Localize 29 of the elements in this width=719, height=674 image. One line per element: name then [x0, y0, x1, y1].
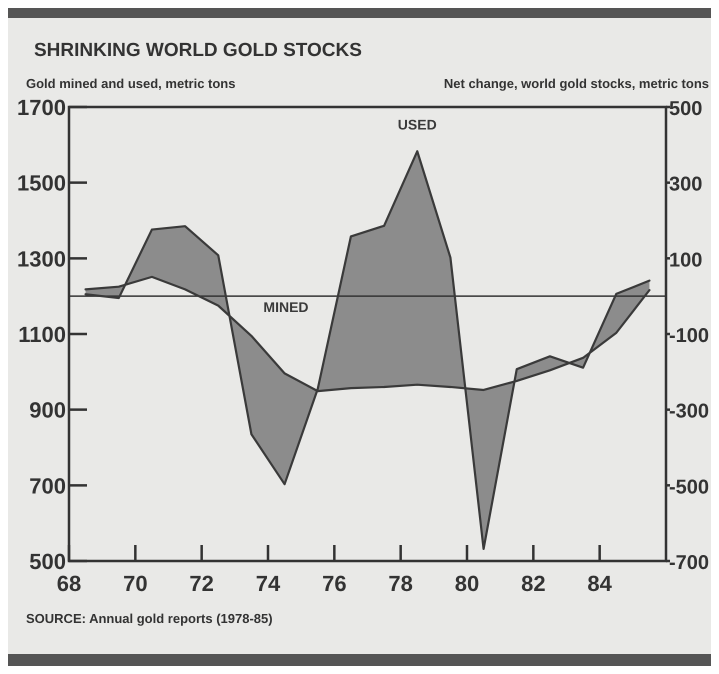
y2-tick-label: 300 [669, 174, 702, 196]
series-label: USED [398, 116, 437, 132]
source-note: SOURCE: Annual gold reports (1978-85) [26, 611, 273, 626]
y2-axis-title: Net change, world gold stocks, metric tons [444, 76, 709, 91]
y-tick-label: 500 [29, 549, 66, 574]
x-tick-label: 70 [123, 571, 148, 596]
x-tick-label: 74 [256, 571, 281, 596]
x-tick-label: 84 [587, 571, 613, 596]
x-tick-label: 76 [322, 571, 347, 596]
y-tick-label: 1100 [18, 322, 66, 347]
x-tick-label: 78 [388, 571, 413, 596]
x-tick-label: 68 [56, 571, 82, 596]
y-axis-title: Gold mined and used, metric tons [26, 76, 236, 91]
series-label: MINED [263, 298, 309, 315]
y2-tick-label: 100 [669, 249, 702, 272]
y2-tick-label: -300 [669, 400, 710, 423]
y2-tick-label: -100 [669, 325, 710, 347]
y2-tick-label: -700 [669, 552, 710, 574]
y-tick-label: 1300 [17, 246, 66, 272]
x-tick-label: 80 [454, 571, 480, 596]
y-tick-label: 700 [29, 473, 66, 498]
x-tick-label: 72 [189, 571, 214, 596]
y2-tick-label: 500 [669, 98, 702, 120]
x-tick-label: 82 [521, 571, 546, 596]
chart-title: SHRINKING WORLD GOLD STOCKS [34, 40, 362, 61]
y-tick-label: 900 [29, 398, 66, 423]
y2-tick-label: -500 [669, 476, 710, 498]
y-tick-label: 1500 [17, 170, 66, 196]
y-tick-label: 1700 [17, 95, 66, 120]
